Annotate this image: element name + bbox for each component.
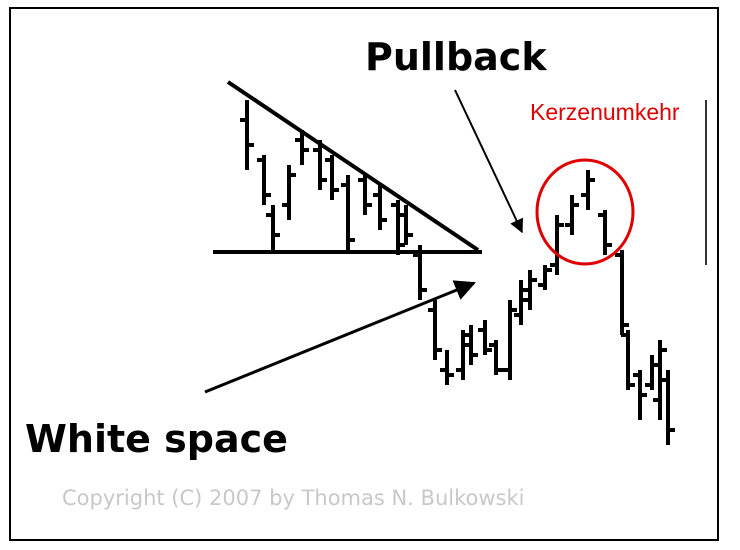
reversal-label: Kerzenumkehr [530,99,680,125]
white-space-arrow [204,280,476,394]
frame [9,7,719,541]
pullback-arrow [454,89,523,234]
copyright: Copyright (C) 2007 by Thomas N. Bulkowsk… [62,486,524,510]
price-bars [240,100,675,445]
white-space-label: White space [25,417,288,461]
trend-line [226,80,480,252]
pullback-label: Pullback [365,35,547,79]
reversal-circle [535,158,635,266]
